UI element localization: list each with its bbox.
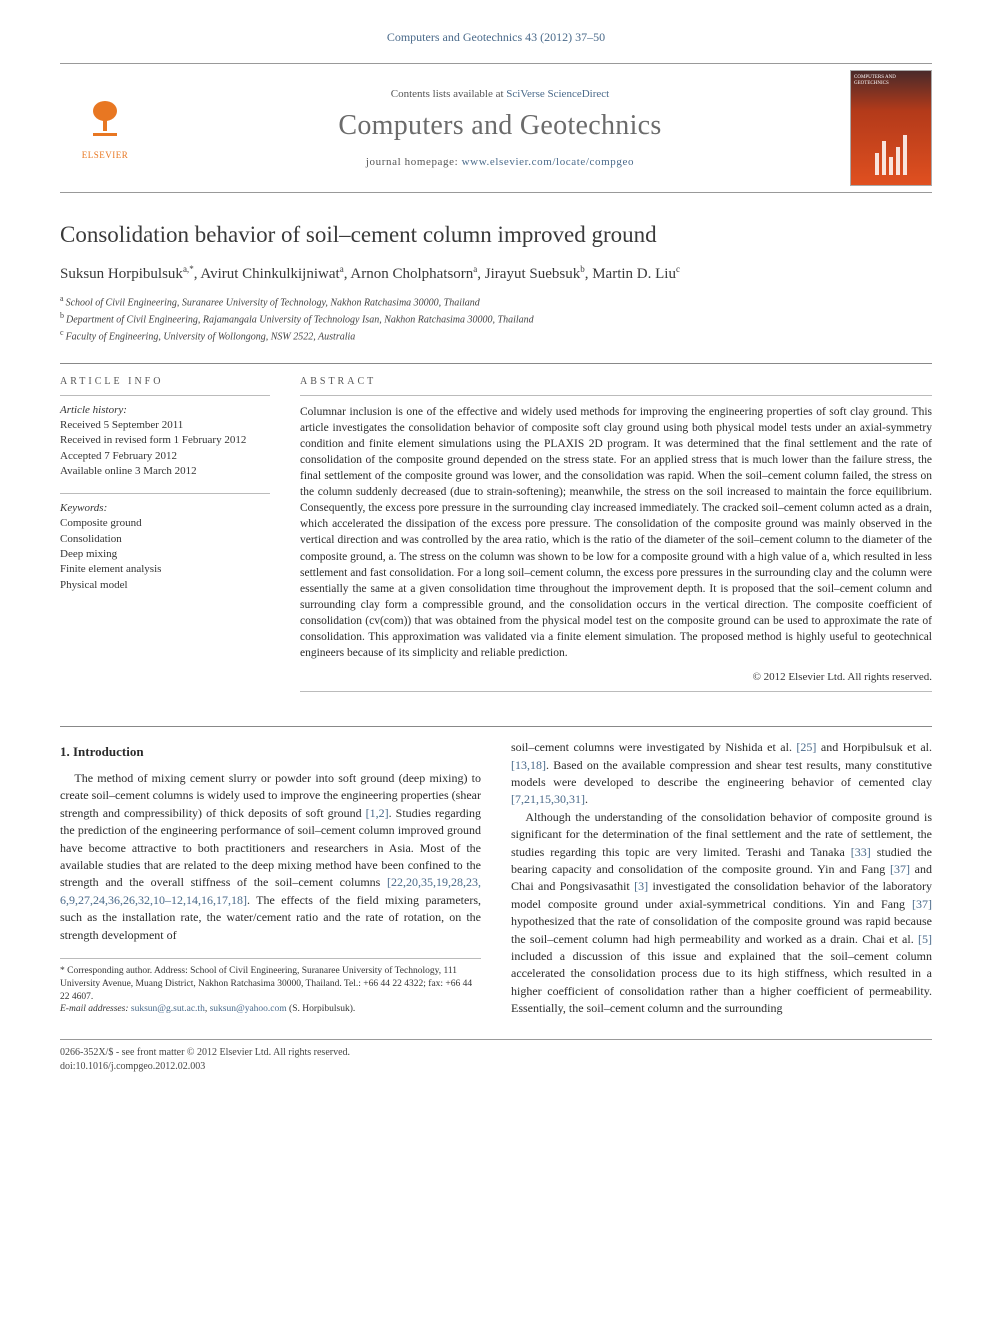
journal-header: ELSEVIER Contents lists available at Sci… bbox=[60, 63, 932, 193]
author: Arnon Cholphatsorn bbox=[350, 266, 473, 282]
divider bbox=[60, 395, 270, 396]
citation-link[interactable]: [5] bbox=[918, 932, 932, 946]
cover-art-icon bbox=[851, 90, 931, 185]
author-affil-sup: c bbox=[676, 264, 680, 274]
elsevier-tree-icon bbox=[83, 97, 127, 148]
history-heading: Article history: bbox=[60, 404, 270, 416]
corresponding-author-block: * Corresponding author. Address: School … bbox=[60, 958, 481, 1016]
email-link[interactable]: suksun@g.sut.ac.th bbox=[131, 1004, 205, 1014]
affiliation-list: aSchool of Civil Engineering, Suranaree … bbox=[60, 293, 932, 345]
affiliation: cFaculty of Engineering, University of W… bbox=[60, 327, 932, 344]
article-info-label: ARTICLE INFO bbox=[60, 376, 270, 387]
contents-prefix: Contents lists available at bbox=[391, 88, 506, 100]
email-label: E-mail addresses: bbox=[60, 1004, 131, 1014]
footer-line: 0266-352X/$ - see front matter © 2012 El… bbox=[60, 1046, 932, 1060]
citation-link[interactable]: [37] bbox=[912, 897, 932, 911]
corresponding-star-icon: * bbox=[189, 264, 194, 274]
affiliation: bDepartment of Civil Engineering, Rajama… bbox=[60, 310, 932, 327]
top-citation: Computers and Geotechnics 43 (2012) 37–5… bbox=[60, 30, 932, 45]
citation-link[interactable]: [13,18] bbox=[511, 758, 546, 772]
contents-line: Contents lists available at SciVerse Sci… bbox=[391, 88, 609, 100]
citation-link[interactable]: [1,2] bbox=[366, 806, 389, 820]
article-info-column: ARTICLE INFO Article history: Received 5… bbox=[60, 376, 270, 701]
divider bbox=[60, 493, 270, 494]
divider bbox=[300, 691, 932, 692]
body-text: soil–cement columns were investigated by… bbox=[511, 740, 796, 754]
divider bbox=[60, 726, 932, 727]
citation-link[interactable]: [33] bbox=[851, 845, 871, 859]
history-line: Accepted 7 February 2012 bbox=[60, 449, 270, 464]
author-list: Suksun Horpibulsuka,*, Avirut Chinkulkij… bbox=[60, 264, 932, 283]
affil-text: School of Civil Engineering, Suranaree U… bbox=[66, 297, 480, 308]
page-footer: 0266-352X/$ - see front matter © 2012 El… bbox=[60, 1039, 932, 1074]
section-heading: 1. Introduction bbox=[60, 743, 481, 762]
affil-text: Faculty of Engineering, University of Wo… bbox=[66, 332, 356, 343]
author-affil-sup: a bbox=[473, 264, 477, 274]
corresponding-line: * Corresponding author. Address: School … bbox=[60, 965, 481, 1003]
citation-link[interactable]: [3] bbox=[634, 879, 648, 893]
keywords-heading: Keywords: bbox=[60, 502, 270, 514]
email-suffix: (S. Horpibulsuk). bbox=[287, 1004, 356, 1014]
body-text: . bbox=[585, 792, 588, 806]
abstract-copyright: © 2012 Elsevier Ltd. All rights reserved… bbox=[300, 671, 932, 683]
journal-name: Computers and Geotechnics bbox=[338, 110, 661, 142]
abstract-column: ABSTRACT Columnar inclusion is one of th… bbox=[300, 376, 932, 701]
journal-homepage: journal homepage: www.elsevier.com/locat… bbox=[366, 156, 634, 168]
keyword: Deep mixing bbox=[60, 547, 270, 562]
keyword: Composite ground bbox=[60, 516, 270, 531]
body-text: included a discussion of this issue and … bbox=[511, 949, 932, 1015]
author: Suksun Horpibulsuk bbox=[60, 266, 183, 282]
history-line: Available online 3 March 2012 bbox=[60, 464, 270, 479]
divider bbox=[60, 363, 932, 364]
article-title: Consolidation behavior of soil–cement co… bbox=[60, 221, 932, 250]
body-text: hypothesized that the rate of consolidat… bbox=[511, 914, 932, 945]
author-affil-sup: a bbox=[340, 264, 344, 274]
journal-cover-thumb: COMPUTERS AND GEOTECHNICS bbox=[850, 70, 932, 186]
abstract-text: Columnar inclusion is one of the effecti… bbox=[300, 404, 932, 662]
affiliation: aSchool of Civil Engineering, Suranaree … bbox=[60, 293, 932, 310]
email-link[interactable]: suksun@yahoo.com bbox=[210, 1004, 287, 1014]
body-paragraph: The method of mixing cement slurry or po… bbox=[60, 770, 481, 944]
history-line: Received in revised form 1 February 2012 bbox=[60, 433, 270, 448]
elsevier-logo: ELSEVIER bbox=[60, 64, 150, 192]
homepage-url[interactable]: www.elsevier.com/locate/compgeo bbox=[462, 156, 634, 168]
body-paragraph: soil–cement columns were investigated by… bbox=[511, 739, 932, 809]
elsevier-brand-text: ELSEVIER bbox=[82, 150, 129, 160]
affil-text: Department of Civil Engineering, Rajaman… bbox=[66, 314, 534, 325]
homepage-prefix: journal homepage: bbox=[366, 156, 462, 168]
section-title: Introduction bbox=[73, 744, 144, 759]
header-center: Contents lists available at SciVerse Sci… bbox=[150, 64, 850, 192]
keyword: Physical model bbox=[60, 578, 270, 593]
cover-label: COMPUTERS AND GEOTECHNICS bbox=[851, 71, 931, 90]
abstract-label: ABSTRACT bbox=[300, 376, 932, 387]
author-affil-sup: b bbox=[580, 264, 585, 274]
body-two-column: 1. Introduction The method of mixing cem… bbox=[60, 739, 932, 1017]
citation-link[interactable]: [7,21,15,30,31] bbox=[511, 792, 585, 806]
body-text: . Based on the available compression and… bbox=[511, 758, 932, 789]
section-number: 1. bbox=[60, 744, 70, 759]
keyword: Finite element analysis bbox=[60, 562, 270, 577]
footer-doi: doi:10.1016/j.compgeo.2012.02.003 bbox=[60, 1060, 932, 1074]
meta-abstract-row: ARTICLE INFO Article history: Received 5… bbox=[60, 376, 932, 701]
history-line: Received 5 September 2011 bbox=[60, 418, 270, 433]
citation-link[interactable]: [25] bbox=[796, 740, 816, 754]
divider bbox=[300, 395, 932, 396]
citation-link[interactable]: [37] bbox=[890, 862, 910, 876]
corresponding-label: Corresponding author. bbox=[65, 966, 154, 976]
sciencedirect-link[interactable]: SciVerse ScienceDirect bbox=[506, 88, 609, 100]
author: Jirayut Suebsuk bbox=[485, 266, 580, 282]
keyword: Consolidation bbox=[60, 532, 270, 547]
author: Avirut Chinkulkijniwat bbox=[200, 266, 339, 282]
body-text: and Horpibulsuk et al. bbox=[816, 740, 932, 754]
author: Martin D. Liu bbox=[592, 266, 676, 282]
body-paragraph: Although the understanding of the consol… bbox=[511, 809, 932, 1018]
corresponding-email-line: E-mail addresses: suksun@g.sut.ac.th, su… bbox=[60, 1003, 481, 1016]
